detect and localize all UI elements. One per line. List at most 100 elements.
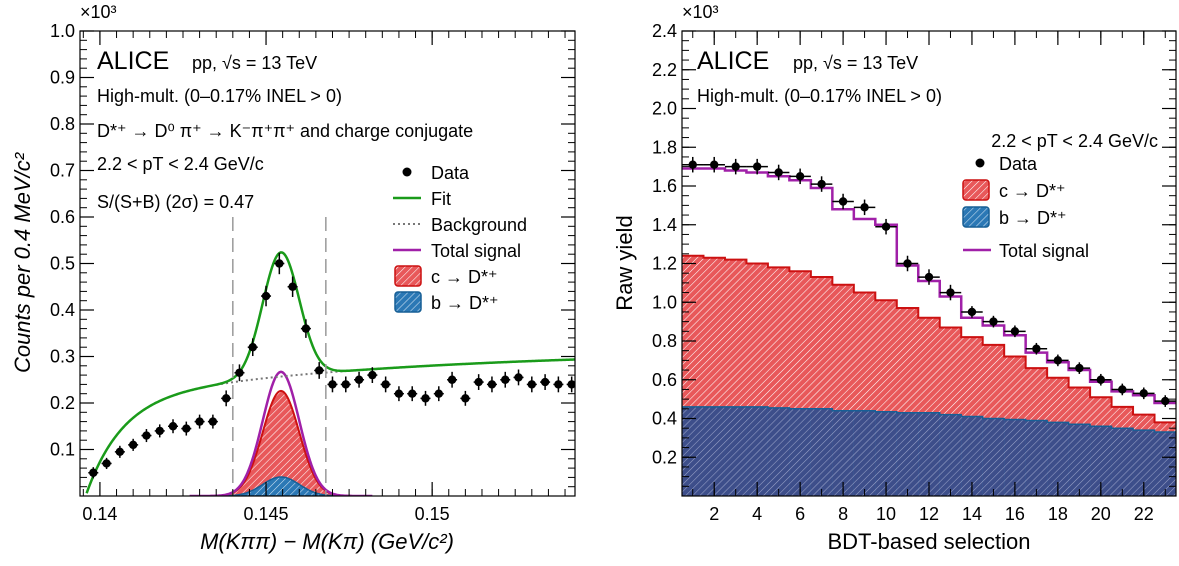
data-point [287,276,298,297]
data-point [88,467,99,479]
data-point [724,158,747,175]
data-point-marker [128,440,138,450]
data-point [393,386,404,402]
data-point [433,386,444,402]
y-tick-label: 1.0 [50,21,75,41]
y-tick-label: 0.2 [50,393,75,413]
left-exponent-label: ×10³ [80,2,117,22]
charm-beauty-overlap-bin [896,412,919,496]
data-point [114,445,125,458]
right-plot-area [682,156,1176,496]
data-point [261,285,272,307]
data-point [513,369,524,386]
data-point-marker [288,282,297,291]
legend-charm-label: c → D*⁺ [431,267,498,287]
data-point [896,255,919,272]
y-tick-label: 0.2 [652,447,677,467]
legend-total-signal-label: Total signal [431,241,521,261]
data-point-marker [710,160,719,169]
right-panel-bdt-yield: 2 4 6 8 10 12 14 16 18 20 22 0.2 0.4 0.6 0.8 1.0 1.2 1.4 1… [612,2,1177,554]
data-point [1047,354,1069,367]
data-point-marker [314,366,324,375]
y-tick-label: 1.6 [652,176,677,196]
right-multiplicity-label: High-mult. (0–0.17% INEL > 0) [697,86,942,106]
data-point-marker [461,394,470,403]
charm-beauty-overlap-bin [832,410,855,496]
data-point-marker [1032,344,1041,353]
x-tick-label: 16 [1005,504,1025,524]
legend-background-label: Background [431,215,527,235]
x-tick-label: 12 [919,504,939,524]
y-tick-label: 0.6 [652,370,677,390]
data-point-marker [1139,389,1148,398]
data-point-marker [182,424,191,433]
data-point-marker [142,431,151,440]
left-alice-label: ALICE [97,47,169,75]
data-point [961,306,983,318]
data-point [274,252,285,275]
legend-charm-swatch [394,265,422,287]
left-panel-mass-fit: 0.14 0.145 0.15 0.1 0.2 0.3 0.4 0.5 0.6 0.7 0.8 0.9… [10,2,576,554]
data-point-marker [381,380,390,389]
data-point-marker [501,375,510,384]
charm-beauty-overlap-bin [1090,426,1112,496]
y-tick-label: 0.8 [652,331,677,351]
data-point [1090,373,1112,386]
legend-beauty-label: b → D*⁺ [999,208,1067,228]
data-point [154,424,165,438]
charm-outline [682,254,1176,424]
data-point-marker [208,417,218,426]
charm-beauty-overlap-bin [724,406,747,496]
data-point [447,371,458,388]
data-point [141,429,152,443]
charm-beauty-overlap-bin [703,406,726,496]
charm-beauty-overlap-bin [875,411,898,496]
left-x-axis-label: M(Kππ) − M(Kπ) (GeV/c²) [200,529,454,554]
data-point-marker [1161,396,1170,406]
data-point-marker [221,394,231,403]
legend-beauty-label: b → D*⁺ [431,293,499,313]
data-point [380,376,391,393]
legend-charm-label: c → D*⁺ [999,181,1066,201]
data-point [420,390,431,406]
charm-beauty-overlap-bin [918,412,941,496]
data-point-marker [248,343,257,352]
legend-data-label: Data [431,163,470,183]
data-point-marker [487,380,497,389]
data-point [939,284,962,301]
data-point-marker [394,389,404,398]
x-tick-label: 22 [1134,504,1154,524]
data-point-marker [731,162,740,171]
data-point [1154,395,1176,407]
charm-beauty-overlap-bin [1025,420,1048,496]
y-tick-label: 0.7 [50,161,75,181]
data-point-marker [261,291,271,301]
data-point [128,438,139,451]
legend-beauty-swatch [962,206,990,228]
data-point-marker [688,160,697,169]
data-point-marker [774,168,783,177]
data-point-marker [1075,363,1084,373]
data-point-marker [795,172,805,181]
data-point [918,269,940,285]
left-plot-area [85,217,575,496]
x-tick-label: 6 [795,504,805,524]
y-tick-label: 1.4 [652,215,677,235]
charm-beauty-overlap-bin [1111,428,1134,496]
data-point-marker [554,380,563,389]
y-tick-label: 0.1 [50,440,75,460]
y-tick-label: 2.2 [652,60,677,80]
data-point-marker [903,259,912,268]
data-point-marker [989,317,998,326]
left-legend: Data Fit Background Total signal c → D*⁺… [393,163,527,313]
legend-data-marker [402,167,412,177]
data-point [367,367,378,384]
data-point-marker [860,203,869,212]
x-tick-label: 2 [709,504,719,524]
y-tick-label: 1.8 [652,137,677,157]
data-point-marker [1010,327,1020,336]
data-point-marker [946,288,955,297]
data-point-marker [447,375,457,384]
right-exponent-label: ×10³ [682,2,719,22]
data-point-marker [514,373,523,382]
